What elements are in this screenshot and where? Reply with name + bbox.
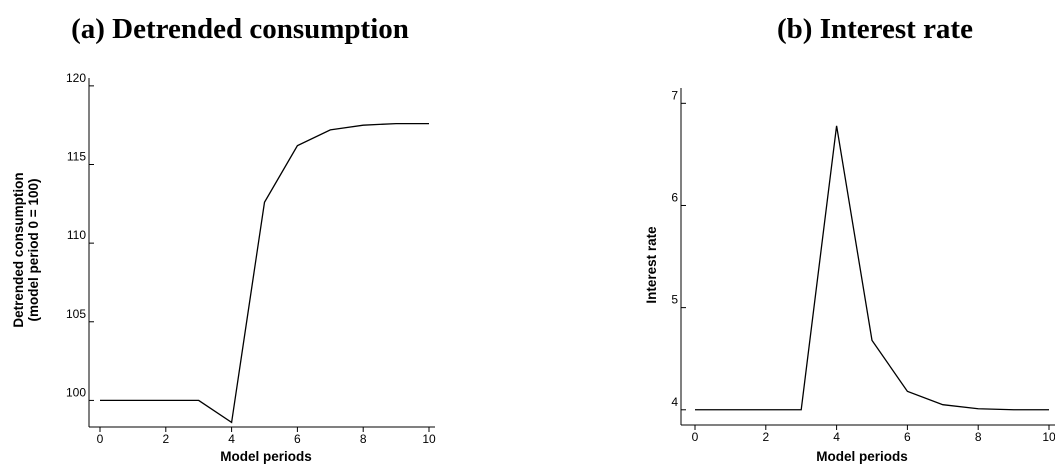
chart-a-title: (a) Detrended consumption [71,13,409,45]
chart-b-title: (b) Interest rate [777,13,973,45]
chart-b: (b) Interest rate 0 2 4 6 8 10 4 5 6 7 Model peri… [644,13,1055,464]
chart-a-axes [88,78,435,428]
a-x-tick-label: 2 [162,432,169,446]
chart-b-xlabel: Model periods [816,449,908,464]
chart-a-series-line [100,122,429,424]
a-x-tick-label: 4 [228,432,235,446]
b-y-tick-label: 5 [671,293,678,307]
a-x-tick-label: 6 [294,432,301,446]
chart-b-ticks: 0 2 4 6 8 10 4 5 6 7 [671,88,1055,444]
a-y-tick-label: 110 [67,228,86,242]
b-x-tick-label: 0 [692,430,699,444]
chart-a-ticks: 0 2 4 6 8 10 100 105 110 115 120 [66,71,436,446]
b-x-tick-label: 4 [833,430,840,444]
a-x-tick-label: 0 [97,432,104,446]
chart-a-xlabel: Model periods [220,449,312,464]
b-y-tick-label: 4 [671,395,678,409]
chart-a-ylabel-line2: (model period 0 = 100) [26,179,41,322]
b-x-tick-label: 6 [904,430,911,444]
a-y-tick-label: 120 [66,71,86,85]
chart-b-axes [680,88,1055,426]
b-x-tick-label: 10 [1042,430,1055,444]
a-x-tick-label: 10 [422,432,436,446]
b-y-tick-label: 7 [671,88,678,102]
b-x-tick-label: 2 [762,430,769,444]
a-x-tick-label: 8 [360,432,367,446]
chart-b-ylabel: Interest rate [644,226,659,304]
a-y-tick-label: 100 [66,385,86,399]
a-y-tick-label: 115 [67,150,86,164]
b-y-tick-label: 6 [671,190,678,204]
chart-a-ylabel-line1: Detrended consumption [11,172,26,327]
a-y-tick-label: 105 [66,307,86,321]
chart-b-series-line [695,125,1049,411]
b-x-tick-label: 8 [975,430,982,444]
chart-a: (a) Detrended consumption 0 2 4 6 8 10 100 105 1… [11,13,436,464]
